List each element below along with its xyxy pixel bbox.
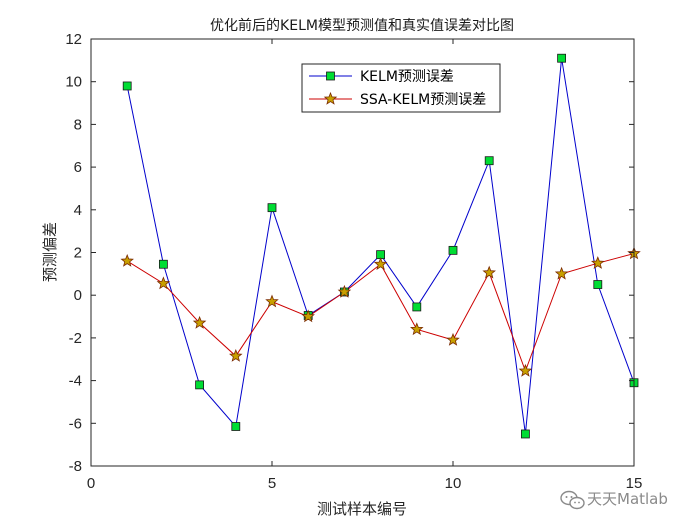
series-1-point — [158, 259, 168, 269]
series-2-point — [446, 332, 460, 346]
series-2-point — [337, 284, 352, 298]
x-tick-label: 0 — [87, 475, 95, 492]
y-tick-label: 8 — [74, 116, 82, 133]
series-1-point — [484, 156, 494, 166]
series-1-point — [521, 429, 530, 439]
x-axis-title: 测试样本编号 — [317, 500, 407, 518]
legend-box — [301, 63, 501, 113]
x-tick-label: 15 — [626, 475, 643, 492]
series-2-point — [518, 363, 533, 377]
series-2-point — [482, 265, 496, 279]
y-tick-label: 4 — [74, 202, 82, 219]
series-1-point — [195, 380, 205, 390]
y-tick-label: 12 — [65, 31, 82, 48]
wechat-icon — [560, 490, 585, 510]
y-axis-title: 预测偏差 — [41, 222, 59, 282]
y-tick-label: 10 — [65, 74, 82, 91]
series-2-point — [554, 266, 569, 280]
watermark-text: 天天Matlab — [587, 490, 668, 508]
y-tick-label: 0 — [74, 287, 82, 304]
series-1-point — [267, 203, 277, 213]
chart-title: 优化前后的KELM模型预测值和真实值误差对比图 — [210, 17, 514, 34]
legend: KELM预测误差 SSA-KELM预测误差 — [301, 63, 501, 113]
x-tick-label: 10 — [445, 475, 462, 492]
legend-marker-1 — [326, 71, 335, 81]
series-2-point — [156, 276, 171, 290]
y-tick-label: -8 — [69, 458, 82, 475]
watermark: 天天Matlab — [560, 490, 668, 510]
y-tick-label: 6 — [74, 159, 82, 176]
series-2-point — [265, 294, 279, 308]
series-2-point — [373, 257, 388, 270]
series-1-point — [412, 302, 422, 312]
series-1-point — [593, 280, 603, 289]
x-tick-label: 5 — [268, 475, 276, 492]
series-2-point — [301, 309, 315, 323]
series-2-point — [229, 348, 243, 362]
series-2-point — [192, 315, 207, 329]
y-tick-label: -4 — [69, 373, 82, 390]
y-tick-label: -2 — [69, 330, 82, 347]
legend-entries: KELM预测误差 SSA-KELM预测误差 — [309, 69, 486, 108]
series-2-point — [120, 253, 134, 267]
series-1-point — [557, 53, 566, 63]
y-tick-label: 2 — [74, 245, 82, 262]
series-2-point — [591, 256, 605, 269]
legend-marker-2 — [323, 91, 338, 105]
series-1-point — [231, 422, 241, 431]
legend-label-1: KELM预测误差 — [360, 69, 454, 85]
legend-label-2: SSA-KELM预测误差 — [360, 92, 486, 108]
series-1-point — [122, 81, 132, 91]
y-tick-label: -6 — [69, 415, 82, 432]
marker-layer — [120, 53, 641, 439]
tick-layer: 0 5 10 15 -8 -6 -4 -2 0 2 4 6 8 10 12 — [65, 31, 642, 492]
series-1-point — [448, 245, 458, 255]
series-2-point — [410, 322, 424, 336]
